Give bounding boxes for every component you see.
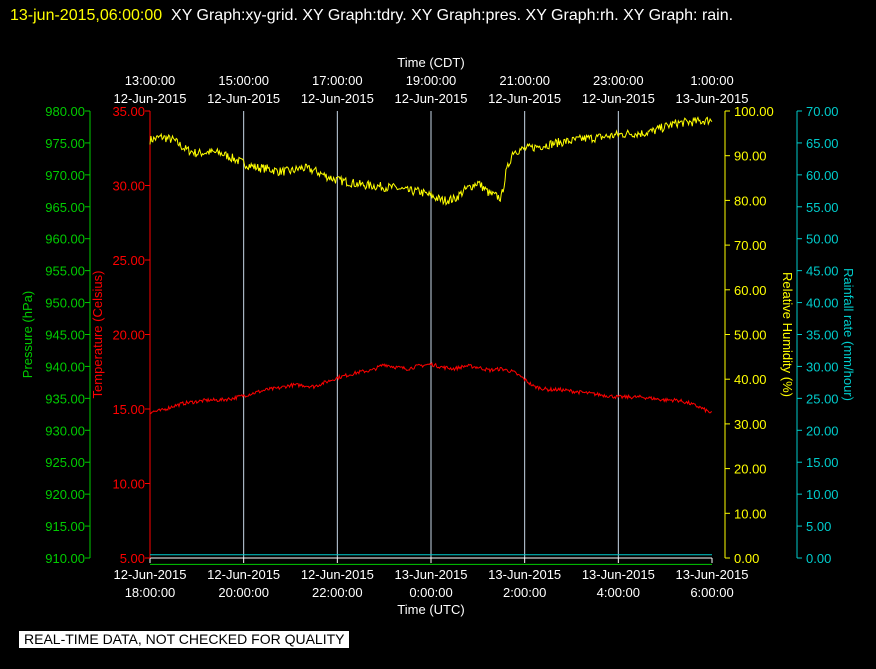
pressure-tick-label: 950.00 [45, 296, 85, 311]
rainfall-tick-label: 45.00 [806, 264, 839, 279]
x-tick-label-top-time: 23:00:00 [593, 73, 644, 88]
x-tick-label-bottom-date: 13-Jun-2015 [582, 567, 655, 582]
rainfall-tick-label: 65.00 [806, 136, 839, 151]
x-tick-label-top-date: 12-Jun-2015 [488, 91, 561, 106]
rainfall-tick-label: 0.00 [806, 551, 831, 566]
humidity-tick-label: 30.00 [734, 417, 767, 432]
pressure-tick-label: 940.00 [45, 359, 85, 374]
rainfall-tick-label: 50.00 [806, 232, 839, 247]
humidity-tick-label: 60.00 [734, 283, 767, 298]
x-tick-label-bottom-date: 13-Jun-2015 [676, 567, 749, 582]
temperature-tick-label: 10.00 [112, 477, 145, 492]
x-tick-label-bottom-date: 12-Jun-2015 [114, 567, 187, 582]
temperature-tick-label: 25.00 [112, 253, 145, 268]
humidity-tick-label: 20.00 [734, 462, 767, 477]
x-tick-label-bottom-time: 0:00:00 [409, 585, 452, 600]
pressure-tick-label: 915.00 [45, 519, 85, 534]
humidity-tick-label: 80.00 [734, 193, 767, 208]
rainfall-axis-title: Rainfall rate (mm/hour) [841, 268, 856, 401]
temperature-tick-label: 30.00 [112, 179, 145, 194]
x-tick-label-top-date: 12-Jun-2015 [207, 91, 280, 106]
x-tick-label-top-time: 21:00:00 [499, 73, 550, 88]
x-tick-label-top-date: 12-Jun-2015 [301, 91, 374, 106]
pressure-tick-label: 935.00 [45, 391, 85, 406]
x-tick-label-top-date: 12-Jun-2015 [582, 91, 655, 106]
graph-list: XY Graph:xy-grid. XY Graph:tdry. XY Grap… [171, 7, 734, 24]
x-tick-label-top-date: 13-Jun-2015 [676, 91, 749, 106]
pressure-tick-label: 925.00 [45, 455, 85, 470]
rainfall-tick-label: 70.00 [806, 104, 839, 119]
pressure-tick-label: 955.00 [45, 264, 85, 279]
x-tick-label-top-time: 19:00:00 [406, 73, 457, 88]
humidity-tick-label: 50.00 [734, 328, 767, 343]
graph-header: 13-jun-2015,06:00:00 XY Graph:xy-grid. X… [10, 3, 860, 29]
humidity-series-line [149, 116, 713, 206]
x-tick-label-bottom-time: 22:00:00 [312, 585, 363, 600]
timestamp: 13-jun-2015,06:00:00 [10, 7, 163, 24]
x-tick-label-top-time: 1:00:00 [690, 73, 733, 88]
pressure-tick-label: 960.00 [45, 232, 85, 247]
x-axis-title-bottom: Time (UTC) [397, 602, 464, 617]
temperature-series-line [149, 361, 713, 415]
humidity-tick-label: 10.00 [734, 506, 767, 521]
pressure-axis-title: Pressure (hPa) [20, 291, 35, 378]
x-tick-label-bottom-time: 4:00:00 [597, 585, 640, 600]
humidity-tick-label: 90.00 [734, 149, 767, 164]
pressure-tick-label: 945.00 [45, 328, 85, 343]
pressure-tick-label: 975.00 [45, 136, 85, 151]
x-tick-label-bottom-date: 12-Jun-2015 [207, 567, 280, 582]
humidity-tick-label: 100.00 [734, 104, 774, 119]
rainfall-tick-label: 55.00 [806, 200, 839, 215]
x-tick-label-bottom-time: 18:00:00 [125, 585, 176, 600]
humidity-tick-label: 40.00 [734, 372, 767, 387]
x-tick-label-bottom-time: 20:00:00 [218, 585, 269, 600]
rainfall-tick-label: 40.00 [806, 296, 839, 311]
rainfall-tick-label: 5.00 [806, 519, 831, 534]
x-tick-label-top-date: 12-Jun-2015 [395, 91, 468, 106]
pressure-tick-label: 980.00 [45, 104, 85, 119]
x-tick-label-bottom-date: 13-Jun-2015 [488, 567, 561, 582]
rainfall-tick-label: 35.00 [806, 328, 839, 343]
pressure-tick-label: 930.00 [45, 423, 85, 438]
rainfall-tick-label: 25.00 [806, 391, 839, 406]
x-tick-label-bottom-time: 2:00:00 [503, 585, 546, 600]
rainfall-tick-label: 15.00 [806, 455, 839, 470]
x-tick-label-top-date: 12-Jun-2015 [114, 91, 187, 106]
pressure-tick-label: 965.00 [45, 200, 85, 215]
pressure-tick-label: 920.00 [45, 487, 85, 502]
pressure-tick-label: 970.00 [45, 168, 85, 183]
rainfall-tick-label: 60.00 [806, 168, 839, 183]
x-tick-label-top-time: 17:00:00 [312, 73, 363, 88]
temperature-axis-title: Temperature (Celsius) [90, 271, 105, 399]
x-tick-label-top-time: 13:00:00 [125, 73, 176, 88]
x-tick-label-bottom-date: 13-Jun-2015 [395, 567, 468, 582]
rainfall-tick-label: 20.00 [806, 423, 839, 438]
x-tick-label-bottom-time: 6:00:00 [690, 585, 733, 600]
x-axis-title-top: Time (CDT) [397, 55, 464, 70]
humidity-tick-label: 70.00 [734, 238, 767, 253]
x-tick-label-top-time: 15:00:00 [218, 73, 269, 88]
humidity-tick-label: 0.00 [734, 551, 759, 566]
temperature-tick-label: 5.00 [120, 551, 145, 566]
pressure-tick-label: 910.00 [45, 551, 85, 566]
quality-disclaimer: REAL-TIME DATA, NOT CHECKED FOR QUALITY [19, 631, 350, 648]
temperature-tick-label: 35.00 [112, 104, 145, 119]
rainfall-tick-label: 30.00 [806, 359, 839, 374]
humidity-axis-title: Relative Humidity (%) [780, 272, 795, 397]
temperature-tick-label: 15.00 [112, 402, 145, 417]
temperature-tick-label: 20.00 [112, 328, 145, 343]
x-tick-label-bottom-date: 12-Jun-2015 [301, 567, 374, 582]
rainfall-tick-label: 10.00 [806, 487, 839, 502]
